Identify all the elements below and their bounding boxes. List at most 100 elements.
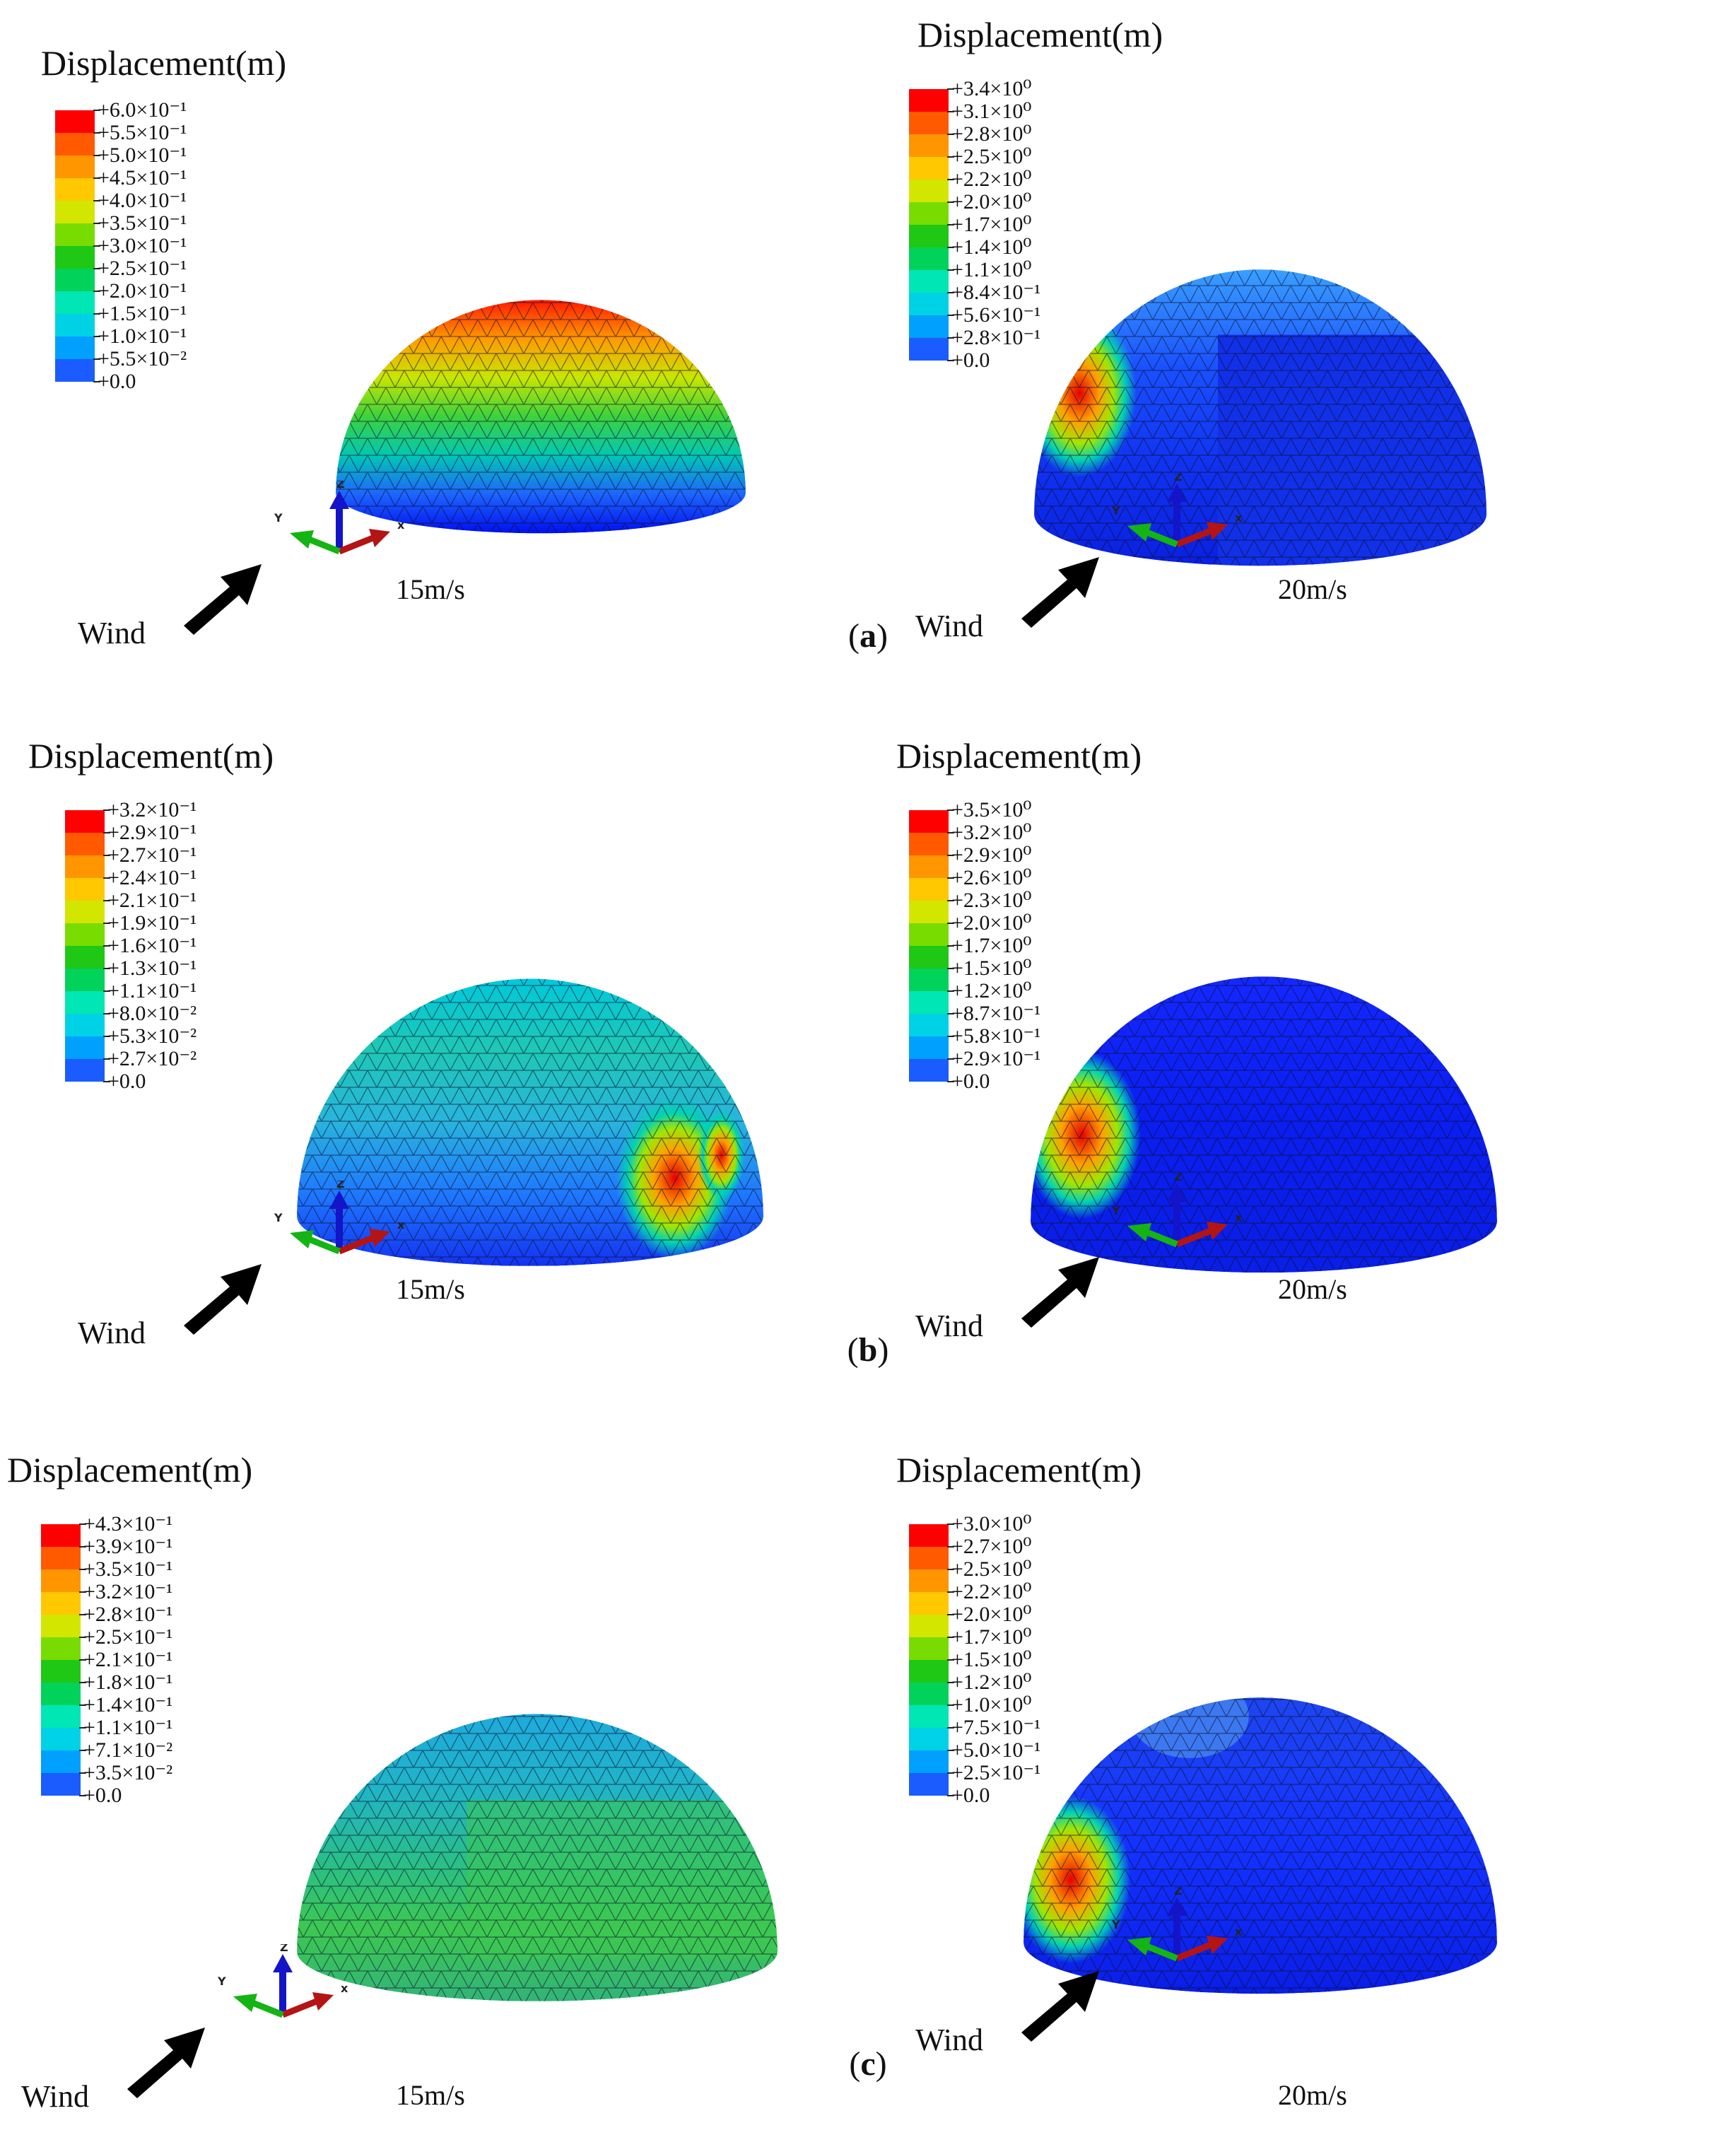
legend-swatch <box>909 1569 949 1592</box>
axis-label-z: Z <box>1174 1888 1183 1897</box>
wind-speed-label: 20m/s <box>1278 2079 1347 2111</box>
dome-model <box>297 1714 778 2001</box>
legend-swatch <box>41 1569 81 1592</box>
legend-tick-label: +1.7×10⁰ <box>946 1625 1032 1649</box>
axis-label-x: x <box>397 1218 405 1232</box>
legend-tick-label: +2.2×10⁰ <box>946 168 1032 191</box>
legend-swatch <box>909 134 949 157</box>
legend-tick-label: +2.1×10⁻¹ <box>78 1648 173 1671</box>
legend-tick-label: +3.2×10⁰ <box>946 821 1032 844</box>
legend-tick-label: +1.4×10⁻¹ <box>78 1693 173 1716</box>
legend-tick-label: +6.0×10⁻¹ <box>93 98 187 122</box>
legend-tick-label: +2.8×10⁻¹ <box>946 326 1041 349</box>
legend-swatch <box>55 314 95 337</box>
legend-swatch <box>65 969 105 991</box>
legend-swatch <box>65 1014 105 1036</box>
axis-triad-icon: Zx Y <box>1111 1888 1243 1962</box>
axis-label-y: Y <box>1111 1918 1120 1931</box>
legend-tick-label: +3.5×10⁻² <box>78 1761 173 1784</box>
caption-close: ) <box>877 1331 889 1369</box>
legend-swatch <box>909 1773 949 1796</box>
panel-1-right: Displacement(m) +3.5×10⁰ +3.2×10⁰ +2.9×10⁰ +… <box>868 714 1736 1421</box>
wind-arrow-icon <box>1021 557 1099 628</box>
legend-tick-label: +5.3×10⁻² <box>102 1024 197 1048</box>
legend-tick-label: +5.6×10⁻¹ <box>946 303 1041 327</box>
legend-tick-label: +3.4×10⁰ <box>946 77 1032 100</box>
legend-swatch <box>65 878 105 901</box>
axis-label-x: x <box>1235 1925 1243 1938</box>
legend-swatch <box>55 337 95 359</box>
axis-label-z: Z <box>336 1181 345 1191</box>
legend-swatch <box>909 315 949 338</box>
wind-arrow-icon <box>127 2028 205 2098</box>
legend-swatch <box>909 901 949 923</box>
legend-swatch <box>909 89 949 112</box>
legend-swatch <box>909 1750 949 1773</box>
panel-1-left: Displacement(m) +3.2×10⁻¹ +2.9×10⁻¹ +2.7×10… <box>0 714 868 1421</box>
legend-swatch <box>909 969 949 991</box>
wind-arrow-icon <box>1021 1971 1099 2042</box>
dome-model <box>336 300 746 534</box>
legend-tick-label: +3.1×10⁰ <box>946 100 1032 123</box>
legend-tick-label: +2.0×10⁻¹ <box>93 279 187 303</box>
legend-tick-label: +5.0×10⁻¹ <box>946 1738 1041 1762</box>
legend-swatch <box>41 1592 81 1615</box>
legend-swatch <box>41 1524 81 1547</box>
legend-swatch <box>65 991 105 1014</box>
legend-swatch <box>909 878 949 901</box>
wind-arrow-icon <box>184 564 262 635</box>
legend-swatch <box>55 359 95 382</box>
wind-label: Wind <box>21 2079 89 2114</box>
legend-tick-label: +4.3×10⁻¹ <box>78 1512 173 1536</box>
legend-swatch <box>55 110 95 133</box>
legend-swatch <box>55 269 95 291</box>
legend-swatch <box>909 225 949 247</box>
legend-swatch <box>909 855 949 878</box>
legend-tick-label: +0.0 <box>946 1784 990 1807</box>
wind-arrow-icon <box>184 1264 262 1335</box>
legend-tick-label: +2.3×10⁰ <box>946 889 1032 912</box>
axis-triad-icon: Zx Y <box>274 1181 405 1255</box>
legend-title: Displacement(m) <box>7 1450 253 1490</box>
legend-swatch <box>55 246 95 269</box>
legend-tick-label: +3.5×10⁻¹ <box>78 1557 173 1581</box>
legend-title: Displacement(m) <box>28 736 274 776</box>
dome-model <box>297 978 763 1266</box>
dome-model <box>1024 1697 1497 1994</box>
legend-swatch <box>909 1592 949 1615</box>
wind-label: Wind <box>78 1316 146 1350</box>
axis-label-x: x <box>397 518 405 532</box>
legend-swatch <box>41 1705 81 1728</box>
legend-swatch <box>65 923 105 946</box>
panel-2-left: Displacement(m) +4.3×10⁻¹ +3.9×10⁻¹ +3.5×10… <box>0 1428 868 2135</box>
caption-open: ( <box>847 1331 859 1369</box>
legend-tick-label: +1.6×10⁻¹ <box>102 934 197 957</box>
axis-label-z: Z <box>1174 474 1183 484</box>
legend-tick-label: +4.0×10⁻¹ <box>93 189 187 212</box>
legend-swatch <box>41 1637 81 1660</box>
legend-swatch <box>55 178 95 201</box>
legend-swatch <box>909 1059 949 1082</box>
legend-swatch <box>909 923 949 946</box>
legend-tick-label: +2.5×10⁻¹ <box>93 257 187 280</box>
legend-tick-label: +2.8×10⁻¹ <box>78 1603 173 1626</box>
legend-tick-label: +1.9×10⁻¹ <box>102 911 197 935</box>
legend-swatch <box>909 1036 949 1059</box>
legend-tick-label: +1.5×10⁰ <box>946 957 1032 980</box>
wind-arrow-icon <box>1021 1257 1099 1328</box>
legend-swatch <box>65 810 105 833</box>
panel-0-left: Displacement(m) +6.0×10⁻¹ +5.5×10⁻¹ +5.0×10… <box>0 14 868 721</box>
wind-speed-label: 15m/s <box>396 1273 465 1305</box>
legend-tick-label: +2.8×10⁰ <box>946 122 1032 146</box>
legend-swatch <box>909 270 949 293</box>
legend-title: Displacement(m) <box>896 1450 1142 1490</box>
legend-tick-label: +5.5×10⁻² <box>93 347 187 370</box>
caption-letter: a <box>860 617 876 655</box>
axis-label-y: Y <box>274 511 283 525</box>
legend-swatch <box>41 1750 81 1773</box>
legend-swatch <box>65 855 105 878</box>
caption-close: ) <box>875 2045 887 2083</box>
legend-swatch <box>65 1059 105 1082</box>
axis-label-y: Y <box>274 1211 283 1224</box>
legend-swatch <box>41 1728 81 1750</box>
